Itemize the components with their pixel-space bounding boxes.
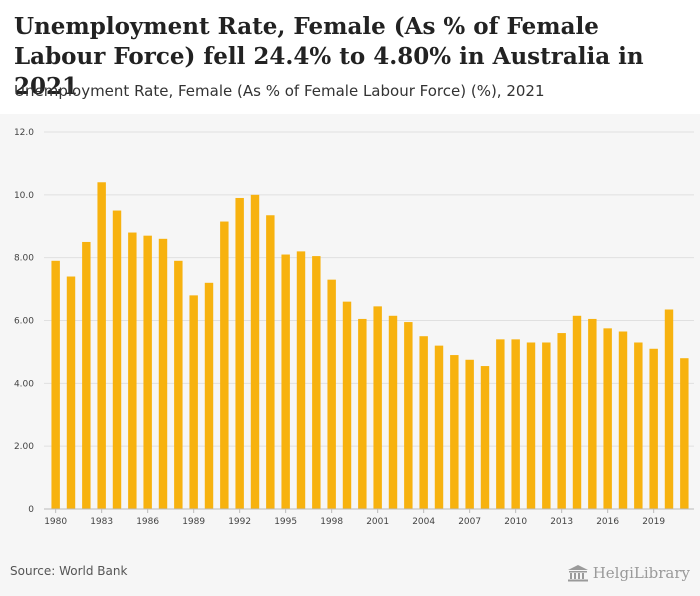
bar (250, 194, 260, 509)
library-building-icon (567, 565, 588, 582)
source-note: Source: World Bank (10, 564, 128, 578)
page-title: Unemployment Rate, Female (As % of Femal… (14, 13, 644, 100)
x-tick-label: 2007 (458, 517, 481, 527)
x-tick-label: 2019 (642, 517, 665, 527)
bar (143, 235, 152, 510)
bar (434, 345, 444, 509)
x-tick-label: 1992 (228, 517, 251, 527)
x-tick-label: 2004 (412, 517, 435, 527)
bar (404, 322, 413, 509)
y-tick-label: 6.00 (14, 317, 34, 327)
bar (388, 315, 398, 509)
x-tick-label: 1983 (90, 517, 113, 527)
bar (542, 342, 551, 509)
header: Unemployment Rate, Female (As % of Femal… (0, 0, 700, 114)
bar (220, 221, 229, 509)
x-tick-label: 2010 (504, 517, 527, 527)
bar (174, 260, 183, 509)
bar (465, 359, 474, 509)
bar (572, 315, 582, 509)
helgi-library-logo: HelgiLibrary (567, 562, 690, 584)
y-tick-label: 0 (28, 505, 34, 515)
bar (419, 336, 428, 509)
bar (649, 348, 658, 509)
bar (618, 331, 628, 509)
x-tick-label: 2016 (596, 517, 619, 527)
chart-area: 0 2.00 4.00 6.00 8.00 10.0 12.0 1980 1983 1986 198… (0, 114, 700, 596)
bar (51, 260, 60, 509)
y-tick-label: 10.0 (14, 191, 34, 201)
logo-text: HelgiLibrary (592, 564, 690, 582)
y-tick-label: 8.00 (14, 254, 34, 264)
bar (235, 197, 244, 509)
x-tick-label: 2013 (550, 517, 573, 527)
bar (327, 279, 336, 509)
bar-chart: 0 2.00 4.00 6.00 8.00 10.0 12.0 1980 1983 1986 198… (14, 128, 694, 527)
bar (189, 295, 198, 509)
bar (358, 318, 367, 509)
bar (664, 309, 674, 509)
bar (312, 256, 321, 509)
bar (112, 210, 122, 509)
bar (526, 342, 536, 509)
x-tick-label: 1986 (136, 517, 159, 527)
y-tick-label: 12.0 (14, 128, 34, 138)
bar (97, 182, 106, 509)
x-tick-label: 1998 (320, 517, 343, 527)
x-tick-label: 1980 (44, 517, 67, 527)
bar (296, 251, 306, 509)
bar (281, 254, 290, 509)
bar (82, 241, 91, 509)
y-tick-label: 2.00 (14, 442, 34, 452)
x-tick-label: 1995 (274, 517, 297, 527)
bar (66, 276, 76, 509)
bar (480, 366, 490, 509)
bar (204, 282, 214, 509)
bar (266, 215, 275, 510)
y-tick-label: 4.00 (14, 379, 34, 389)
bar (158, 238, 168, 510)
bar (680, 358, 689, 509)
x-tick-label: 1989 (182, 517, 205, 527)
bar (450, 355, 459, 509)
bar (557, 333, 566, 509)
bar (634, 342, 643, 509)
x-tick-label: 2001 (366, 517, 389, 527)
bar (511, 339, 520, 509)
bar (373, 306, 382, 509)
bar (496, 339, 505, 509)
bar (342, 301, 352, 509)
bar (588, 318, 597, 509)
bar (128, 232, 137, 509)
bar (603, 328, 612, 509)
chart-subtitle: Unemployment Rate, Female (As % of Femal… (14, 82, 545, 100)
